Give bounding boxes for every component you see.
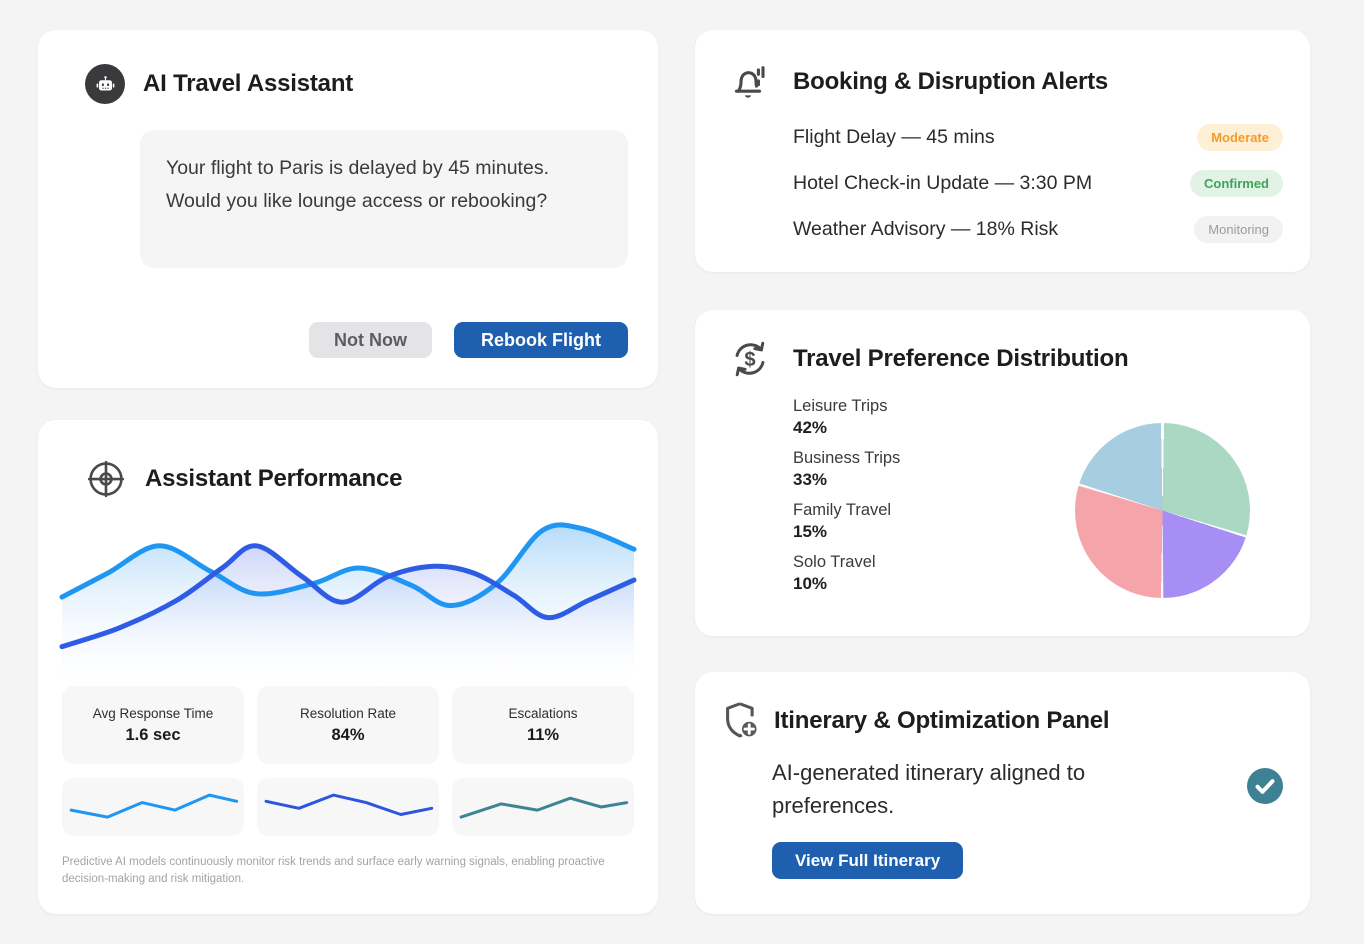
- performance-card-header: Assistant Performance: [85, 458, 402, 500]
- itinerary-card-header: Itinerary & Optimization Panel: [718, 698, 1110, 744]
- alerts-card-header: Booking & Disruption Alerts: [728, 60, 1108, 104]
- alert-row-hotel-checkin: Hotel Check-in Update — 3:30 PM Confirme…: [793, 160, 1283, 206]
- stat-label: Resolution Rate: [299, 705, 397, 721]
- escalations-sparkline: [452, 778, 634, 836]
- bell-icon: [728, 60, 772, 104]
- view-full-itinerary-button[interactable]: View Full Itinerary: [772, 842, 964, 879]
- card-booking-disruption-alerts: Booking & Disruption Alerts Flight Delay…: [695, 30, 1310, 272]
- card-title-travel-preference-distribution: Travel Preference Distribution: [793, 345, 1129, 372]
- legend-item-business: Business Trips 33%: [793, 448, 900, 491]
- card-title-assistant-performance: Assistant Performance: [145, 465, 403, 492]
- legend-value: 15%: [793, 522, 828, 541]
- shield-plus-icon: [718, 698, 764, 744]
- stat-value: 11%: [526, 725, 560, 744]
- card-title-itinerary-optimization-panel: Itinerary & Optimization Panel: [774, 707, 1110, 734]
- not-now-button[interactable]: Not Now: [309, 322, 432, 358]
- card-assistant-performance: Assistant Performance Avg Response Time …: [38, 420, 658, 914]
- robot-icon: [85, 64, 125, 104]
- resolution-sparkline: [257, 778, 439, 836]
- card-itinerary-optimization-panel: Itinerary & Optimization Panel AI-genera…: [695, 672, 1310, 914]
- stat-avg-response-time: Avg Response Time 1.6 sec: [62, 686, 244, 764]
- legend-label: Solo Travel: [793, 553, 876, 571]
- assistant-message-line1: Your flight to Paris is delayed by 45 mi…: [166, 157, 549, 179]
- legend-label: Family Travel: [793, 501, 892, 519]
- status-badge-monitoring: Monitoring: [1194, 215, 1283, 243]
- legend-label: Leisure Trips: [793, 397, 888, 415]
- card-title-ai-travel-assistant: AI Travel Assistant: [143, 70, 354, 97]
- stat-escalations: Escalations 11%: [452, 686, 634, 764]
- stat-resolution-rate: Resolution Rate 84%: [257, 686, 439, 764]
- preferences-card-header: $ Travel Preference Distribution: [729, 338, 1129, 380]
- alert-text: Flight Delay — 45 mins: [793, 125, 995, 148]
- preference-pie-chart: [1075, 423, 1250, 598]
- card-ai-travel-assistant: AI Travel Assistant Your flight to Paris…: [38, 30, 658, 388]
- stat-label: Avg Response Time: [92, 705, 214, 721]
- assistant-message-bubble: Your flight to Paris is delayed by 45 mi…: [140, 130, 628, 268]
- target-icon: [85, 458, 127, 500]
- alert-text: Weather Advisory — 18% Risk: [793, 217, 1059, 240]
- svg-text:$: $: [744, 349, 755, 371]
- stat-value: 1.6 sec: [125, 725, 181, 744]
- check-icon: [1247, 768, 1283, 804]
- alert-row-weather-advisory: Weather Advisory — 18% Risk Monitoring: [793, 206, 1283, 252]
- status-badge-confirmed: Confirmed: [1190, 169, 1283, 197]
- legend-label: Business Trips: [793, 449, 901, 467]
- card-title-booking-disruption-alerts: Booking & Disruption Alerts: [793, 68, 1109, 95]
- stat-label: Escalations: [508, 705, 578, 721]
- legend-value: 10%: [793, 574, 828, 593]
- card-travel-preference-distribution: $ Travel Preference Distribution Leisure…: [695, 310, 1310, 636]
- alert-text: Hotel Check-in Update — 3:30 PM: [793, 171, 1093, 194]
- legend-item-leisure: Leisure Trips 42%: [793, 396, 900, 439]
- stat-value: 84%: [331, 725, 365, 744]
- performance-stats-row: Avg Response Time 1.6 sec Resolution Rat…: [62, 686, 634, 764]
- legend-item-family: Family Travel 15%: [793, 500, 900, 543]
- performance-sparklines-row: [62, 778, 634, 836]
- assistant-message-line2: Would you like lounge access or rebookin…: [166, 190, 548, 212]
- status-badge-moderate: Moderate: [1197, 123, 1283, 151]
- legend-item-solo: Solo Travel 10%: [793, 552, 900, 595]
- alerts-list: Flight Delay — 45 mins Moderate Hotel Ch…: [793, 114, 1283, 252]
- avg-response-sparkline: [62, 778, 244, 836]
- performance-footnote: Predictive AI models continuously monito…: [62, 856, 605, 885]
- itinerary-description: AI-generated itinerary aligned to prefer…: [772, 760, 1086, 818]
- currency-cycle-icon: $: [729, 338, 771, 380]
- alert-row-flight-delay: Flight Delay — 45 mins Moderate: [793, 114, 1283, 160]
- assistant-card-header: AI Travel Assistant: [85, 64, 353, 104]
- legend-value: 33%: [793, 470, 828, 489]
- preference-legend: Leisure Trips 42% Business Trips 33% Fam…: [793, 396, 900, 604]
- performance-area-chart: [59, 515, 637, 686]
- rebook-flight-button[interactable]: Rebook Flight: [454, 322, 628, 358]
- assistant-actions: Not Now Rebook Flight: [309, 322, 628, 358]
- legend-value: 42%: [793, 418, 828, 437]
